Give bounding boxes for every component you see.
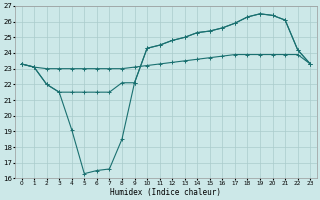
X-axis label: Humidex (Indice chaleur): Humidex (Indice chaleur) — [110, 188, 221, 197]
